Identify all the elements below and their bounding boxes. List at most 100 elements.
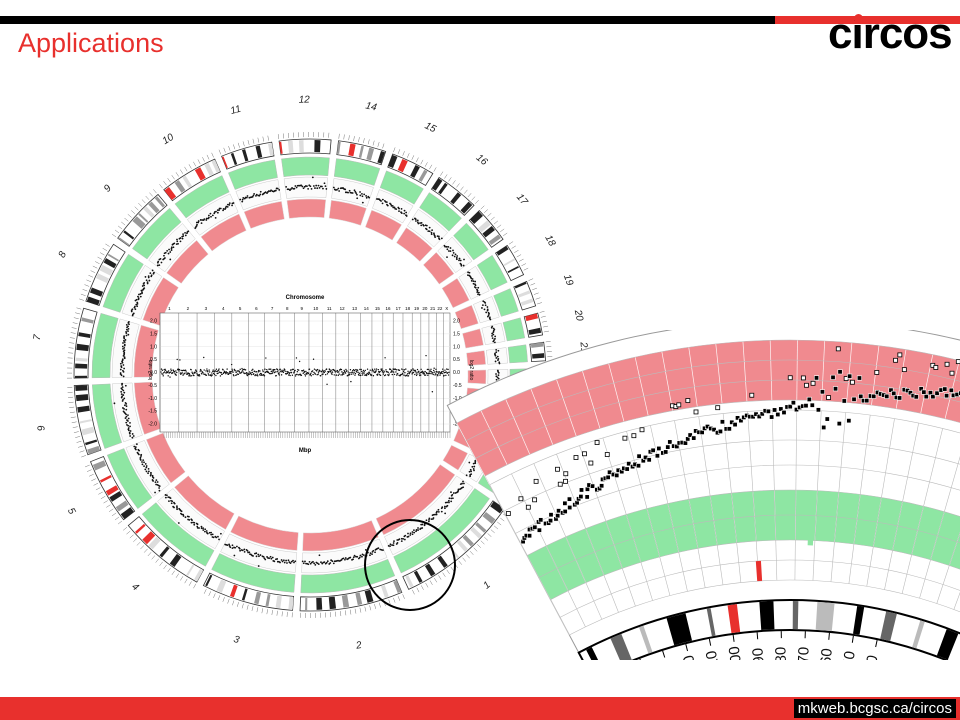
data-point [330,369,332,372]
data-point [412,371,415,374]
scatter-point [444,512,447,515]
scatter-point [134,308,137,311]
data-point [388,374,390,377]
band [456,540,468,552]
scatter-point [361,192,363,195]
band [148,201,160,214]
data-point [253,373,255,375]
scatter-point [420,222,423,224]
data-point [203,356,205,359]
scale-tick [95,261,100,265]
scale-tick [197,159,201,164]
data-point [326,383,328,386]
scatter-point [113,402,116,405]
scatter-point [145,470,148,473]
scatter-point [470,470,473,473]
scale-tick [359,607,362,613]
zoom-grid-radial-dark [698,416,724,585]
scatter-point [132,435,135,437]
zoom-grid-arc [526,489,960,556]
data-point [291,374,294,376]
scatter-point [387,544,390,547]
scatter-point [382,549,384,552]
data-point [418,373,420,375]
scatter-point [136,305,139,308]
scatter-point [209,212,212,215]
green-track-7 [91,312,119,379]
scale-tick [493,220,499,225]
scale-tick [477,544,482,548]
data-point [281,369,283,371]
scatter-point [193,523,196,526]
scale-tick [420,159,424,165]
zoom-point [815,407,821,413]
band [518,290,531,298]
scatter-point [347,191,349,194]
scatter-point [433,232,435,235]
scatter-point [226,206,229,208]
scatter-point [454,492,457,494]
scatter-point [400,537,403,540]
data-point [355,368,357,371]
scatter-point [251,195,254,198]
scale-tick [95,487,101,491]
scatter-point [196,525,199,528]
scatter-point [420,523,423,526]
scatter-point [164,251,167,254]
scatter-point [200,222,203,225]
zoom-outlier [693,409,699,415]
scale-tick [68,401,74,403]
data-point [294,375,297,377]
band [460,201,473,214]
zoom-outlier [594,440,600,445]
scatter-point [407,532,409,535]
zoom-outlier [588,460,594,466]
data-point [207,371,209,373]
top-chromosome-label: 5 [239,306,242,311]
scale-tick [222,597,225,602]
scatter-point [179,237,182,239]
scatter-point [457,488,460,491]
scatter-point [452,249,454,252]
scale-tick [133,538,138,542]
chromosome-label: 6 [34,424,46,432]
scatter-point [411,531,414,533]
data-point [190,369,192,371]
data-point [372,375,375,377]
scatter-point [487,314,490,317]
band [450,192,462,205]
data-point [163,371,166,373]
zoom-grid-radial-dark [884,423,919,590]
scatter-point [495,357,498,359]
zoom-point [665,444,671,450]
zoom-band [586,647,599,660]
data-point [162,375,164,377]
scatter-point [400,207,403,210]
scatter-point [143,284,146,287]
zoom-scale-tick [618,668,621,674]
red-track-17 [422,252,455,285]
data-point [316,368,319,371]
band [462,534,474,547]
data-point [330,372,333,374]
zoom-point [790,400,796,406]
zoom-point [735,415,741,421]
data-point [334,369,336,372]
zoom-point [891,390,897,396]
scatter-point [154,481,157,484]
scatter-point [456,255,459,257]
scatter-point [261,555,264,558]
scatter-point [211,533,214,536]
scatter-point [143,287,146,290]
data-point [220,371,222,374]
ideogram-12 [278,138,332,156]
scatter-point [430,233,433,236]
zoom-scale-label: 100 [726,645,746,672]
chromosome-label: 14 [364,100,378,113]
scatter-point [129,425,131,428]
scatter-point [302,187,305,190]
scatter-point [131,433,134,435]
data-point [233,375,235,377]
zoom-grid-radial-dark [489,484,570,636]
